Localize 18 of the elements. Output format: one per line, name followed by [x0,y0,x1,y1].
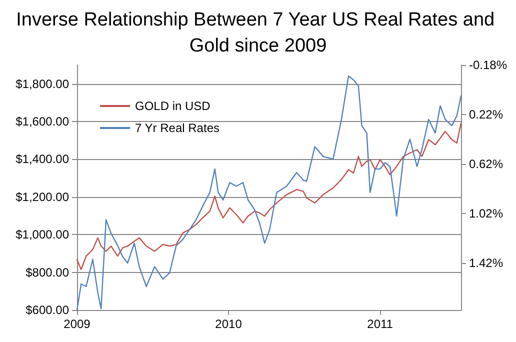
y-tick-label: $1,400.00 [16,152,70,166]
y2-tick-label: 1.42% [469,256,504,270]
y2-tick-label: -0.18% [469,58,508,72]
x-tick-label: 2009 [64,317,91,331]
y2-tick-label: 1.02% [469,206,504,220]
y-tick-label: $1,200.00 [16,190,70,204]
legend-label: GOLD in USD [135,99,211,113]
y2-tick-label: 0.22% [469,107,504,122]
y-tick-label: $600.00 [26,303,70,317]
x-tick-label: 2010 [215,317,242,331]
y-tick-label: $1,000.00 [16,228,70,242]
chart-title: Inverse Relationship Between 7 Year US Real Rates and Gold since 2009 [16,10,500,56]
x-tick-label: 2011 [367,317,394,331]
y-tick-label: $1,600.00 [16,114,70,129]
y-tick-label: $1,800.00 [16,76,70,91]
y2-tick-label: 0.62% [469,156,504,171]
y-tick-label: $800.00 [26,265,70,280]
legend-label: 7 Yr Real Rates [135,121,220,135]
